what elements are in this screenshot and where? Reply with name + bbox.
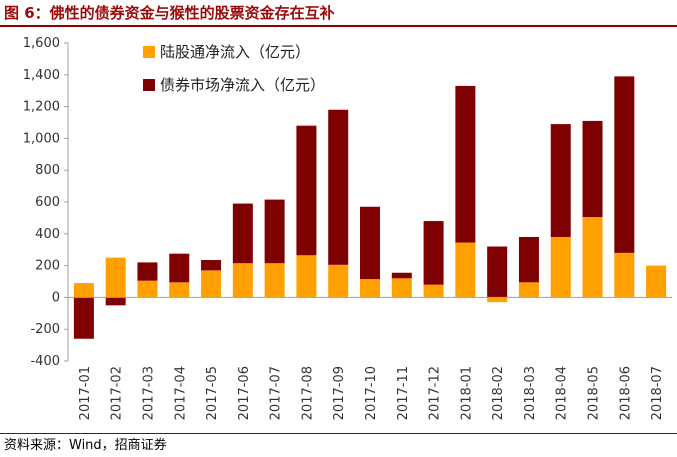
x-tick-label: 2018-06 bbox=[618, 366, 633, 420]
y-tick-label: 1,000 bbox=[23, 131, 60, 146]
stock-flow-bar bbox=[518, 282, 539, 298]
legend-swatch-stock bbox=[143, 46, 155, 58]
figure-title: 图 6：佛性的债券资金与猴性的股票资金存在互补 bbox=[4, 4, 335, 22]
bond-flow-bar bbox=[264, 199, 285, 264]
stock-flow-bar bbox=[328, 264, 349, 298]
stock-flow-bar bbox=[487, 297, 508, 303]
legend: 陆股通净流入（亿元） 债券市场净流入（亿元） bbox=[143, 43, 325, 94]
bond-flow-bar bbox=[423, 221, 444, 285]
x-tick-label: 2017-02 bbox=[110, 366, 125, 420]
y-tick-label: 600 bbox=[35, 195, 60, 210]
bond-flow-bar bbox=[550, 124, 571, 237]
stock-flow-bar bbox=[391, 278, 412, 298]
y-tick-label: -400 bbox=[30, 354, 60, 369]
bond-flow-bar bbox=[105, 297, 126, 306]
bond-flow-bar bbox=[201, 260, 222, 271]
y-tick-label: 800 bbox=[35, 163, 60, 178]
x-tick-label: 2017-12 bbox=[428, 366, 443, 420]
y-tick-label: -200 bbox=[30, 322, 60, 337]
y-tick-label: 0 bbox=[52, 290, 60, 305]
source-rule bbox=[0, 433, 677, 434]
title-rule bbox=[0, 25, 677, 27]
legend-label-bond: 债券市场净流入（亿元） bbox=[160, 76, 325, 94]
x-tick-label: 2018-02 bbox=[491, 366, 506, 420]
stock-flow-bar bbox=[169, 282, 190, 298]
bond-flow-bar bbox=[296, 125, 317, 256]
stock-flow-bar bbox=[137, 280, 158, 298]
x-tick-label: 2017-09 bbox=[332, 366, 347, 420]
legend-swatch-bond bbox=[143, 79, 155, 91]
x-tick-label: 2017-01 bbox=[78, 366, 93, 420]
bond-flow-bar bbox=[137, 262, 158, 281]
bond-flow-bar bbox=[614, 76, 635, 253]
stock-flow-bar bbox=[73, 283, 94, 298]
y-tick-label: 1,600 bbox=[23, 36, 60, 51]
bond-flow-bar bbox=[232, 203, 253, 264]
x-tick-label: 2017-08 bbox=[300, 366, 315, 420]
stock-flow-bar bbox=[105, 257, 126, 298]
y-tick-label: 1,200 bbox=[23, 100, 60, 115]
stock-flow-bar bbox=[614, 252, 635, 298]
x-tick-label: 2017-05 bbox=[205, 366, 220, 420]
x-tick-label: 2018-01 bbox=[459, 366, 474, 420]
x-axis: 2017-01 2017-02 2017-03 2017-04 2017-05 2017-… bbox=[68, 296, 672, 420]
stock-flow-bar bbox=[360, 279, 380, 298]
stock-flow-bar bbox=[423, 284, 444, 298]
bond-flow-bar bbox=[455, 85, 476, 243]
x-tick-label: 2017-10 bbox=[364, 366, 379, 420]
x-tick-label: 2018-04 bbox=[555, 366, 570, 420]
x-tick-label: 2018-07 bbox=[650, 366, 665, 420]
stock-flow-bar bbox=[296, 255, 317, 298]
bond-flow-bar bbox=[487, 246, 508, 298]
bond-flow-bar bbox=[518, 236, 539, 283]
y-tick-label: 400 bbox=[35, 227, 60, 242]
bar-group bbox=[73, 76, 667, 339]
stock-flow-bar bbox=[582, 217, 603, 298]
stock-flow-bar bbox=[201, 270, 222, 298]
x-tick-label: 2017-11 bbox=[396, 366, 411, 420]
stock-flow-bar bbox=[550, 236, 571, 298]
bond-flow-bar bbox=[169, 253, 190, 283]
bond-flow-bar bbox=[360, 206, 380, 280]
x-tick-label: 2017-06 bbox=[237, 366, 252, 420]
stock-flow-bar bbox=[232, 263, 253, 298]
bond-flow-bar bbox=[328, 109, 349, 265]
x-tick-label: 2017-04 bbox=[173, 366, 188, 420]
y-tick-label: 1,400 bbox=[23, 68, 60, 83]
y-axis: -400 -200 0 200 400 600 800 1,000 1,200 1,400 1,60… bbox=[23, 36, 69, 369]
bond-flow-bar bbox=[391, 272, 412, 279]
x-tick-label: 2017-07 bbox=[269, 366, 284, 420]
bond-flow-bar bbox=[582, 120, 603, 218]
bond-flow-bar bbox=[73, 297, 94, 339]
legend-label-stock: 陆股通净流入（亿元） bbox=[160, 43, 310, 61]
x-tick-label: 2018-03 bbox=[523, 366, 538, 420]
y-tick-label: 200 bbox=[35, 259, 60, 274]
x-tick-label: 2018-05 bbox=[587, 366, 602, 420]
x-tick-label: 2017-03 bbox=[141, 366, 156, 420]
source-note: 资料来源：Wind，招商证券 bbox=[4, 438, 167, 453]
stock-flow-bar bbox=[646, 265, 667, 298]
stock-flow-bar bbox=[455, 242, 476, 298]
stock-flow-bar bbox=[264, 263, 285, 298]
